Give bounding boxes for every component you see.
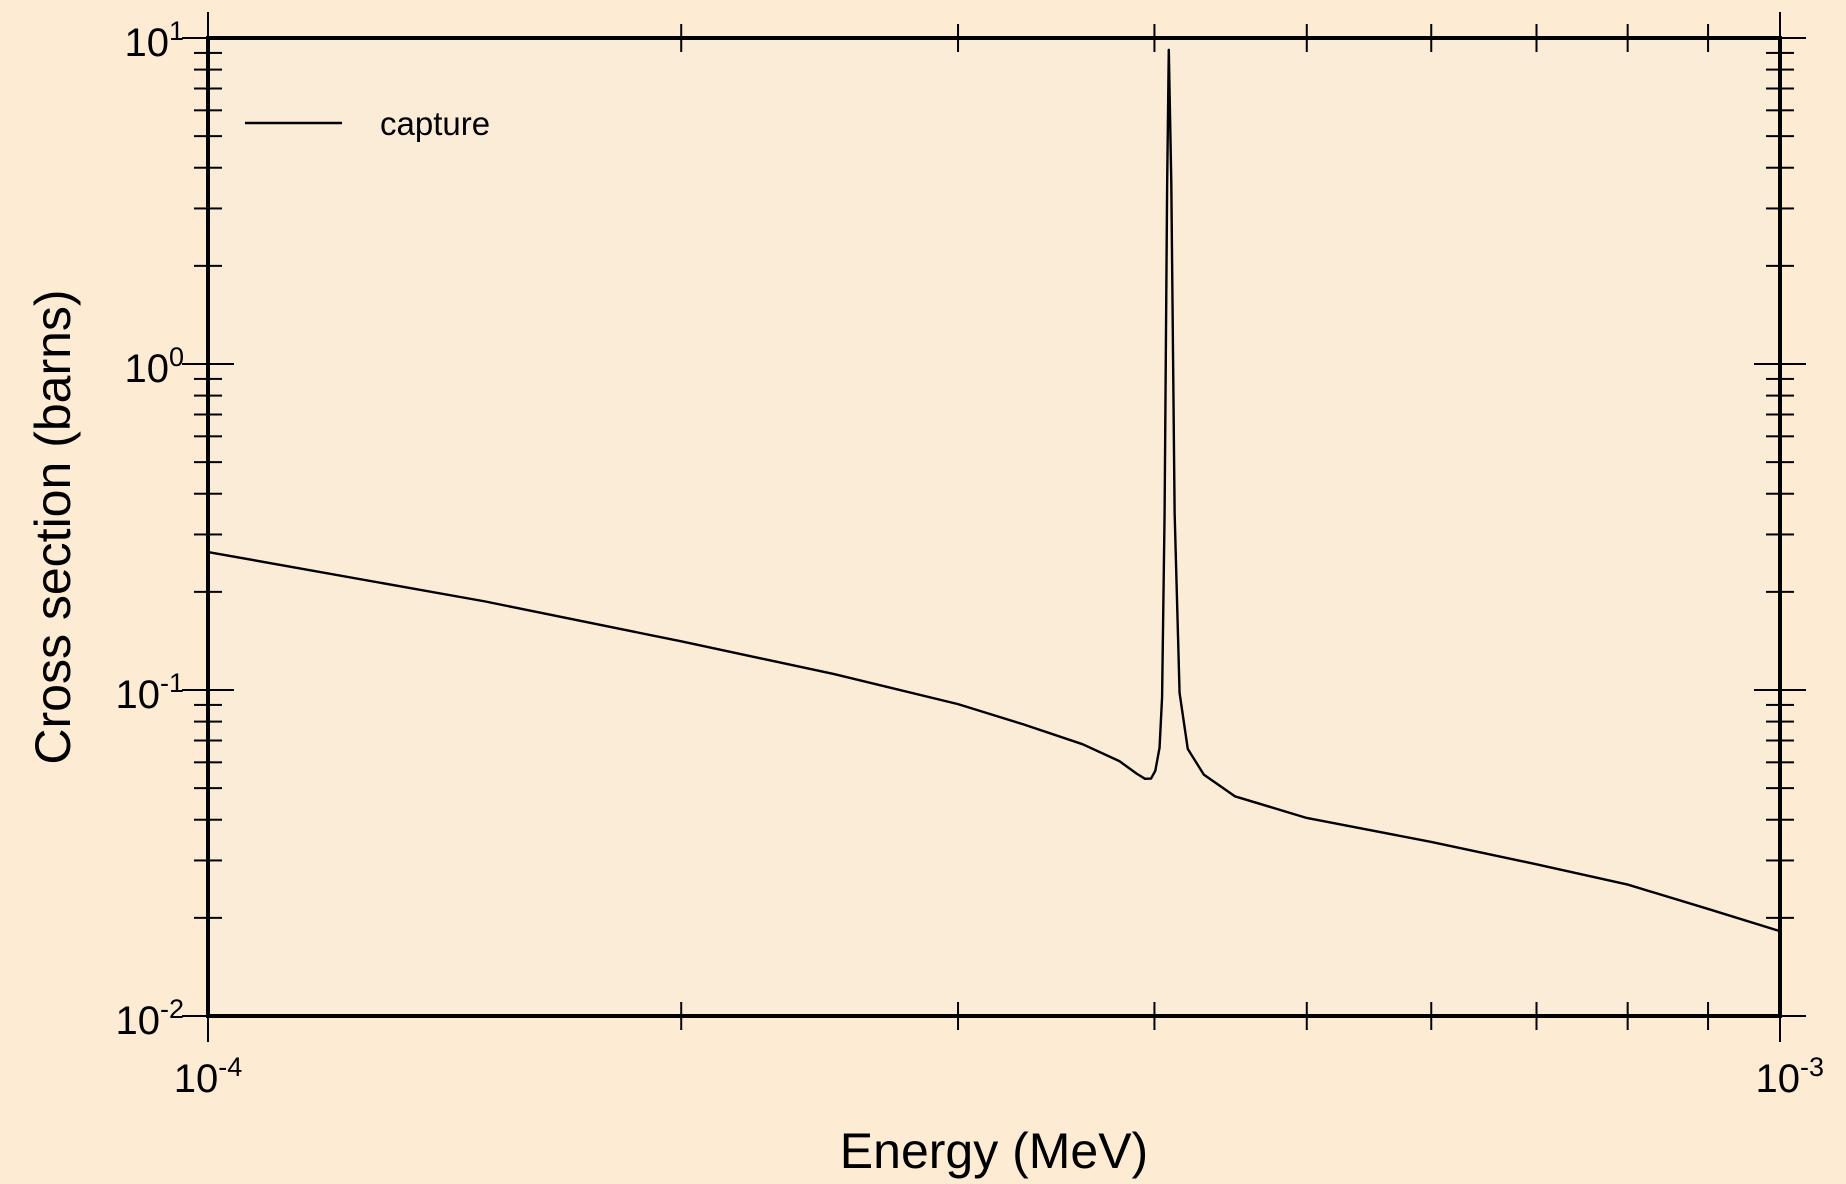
- legend-label-capture: capture: [380, 105, 490, 142]
- x-tick-label: 10-4: [174, 1052, 243, 1101]
- x-tick-label: 10-3: [1755, 1052, 1824, 1101]
- axis-ticks: [182, 12, 1806, 1042]
- y-tick-label: 10-2: [115, 994, 184, 1043]
- plot-frame: [206, 36, 1782, 1018]
- series-line-capture: [207, 48, 1781, 933]
- x-axis-label: Energy (MeV): [840, 1123, 1148, 1179]
- y-tick-label: 100: [124, 342, 184, 391]
- y-axis-label: Cross section (barns): [25, 289, 81, 764]
- y-tick-label: 101: [124, 16, 184, 65]
- legend: capture: [245, 105, 490, 142]
- plot-area: [208, 38, 1780, 1016]
- y-tick-label: 10-1: [115, 668, 184, 717]
- tick-labels: 10-4 10-3 10-2 10-1 100 101: [115, 16, 1824, 1101]
